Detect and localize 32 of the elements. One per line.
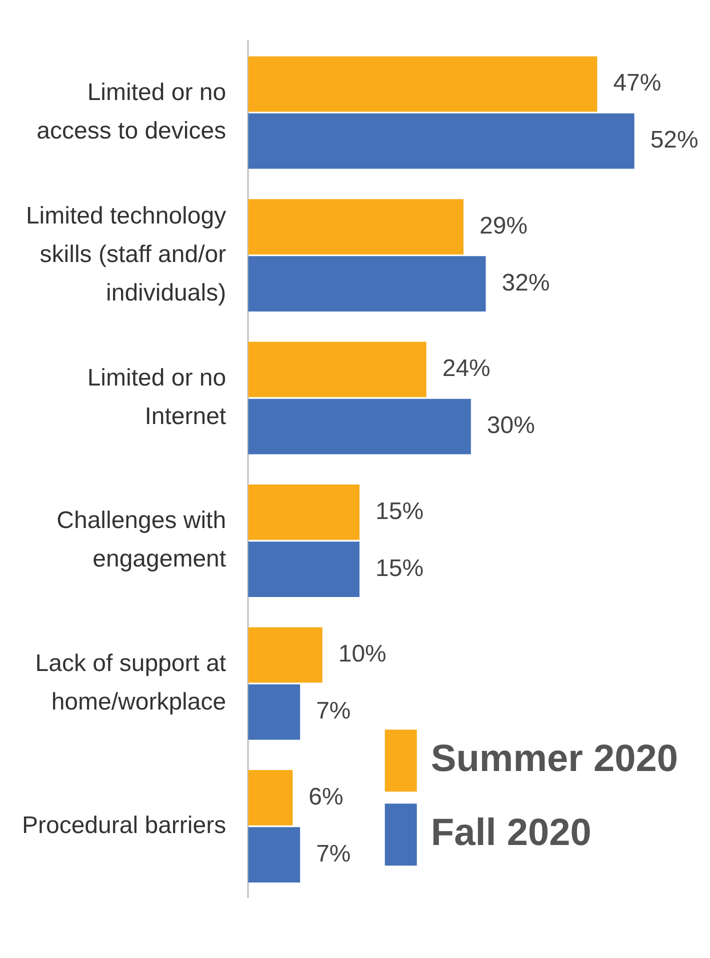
data-label: 15% bbox=[376, 554, 424, 582]
bar bbox=[248, 542, 360, 598]
bar bbox=[248, 398, 471, 454]
bar bbox=[248, 342, 426, 398]
bar bbox=[248, 484, 360, 540]
y-tick-label: Limited technology skills (staff and/or individuals) bbox=[26, 202, 226, 306]
bar bbox=[248, 256, 486, 312]
legend-label: Fall 2020 bbox=[430, 812, 592, 854]
data-label: 29% bbox=[479, 212, 528, 240]
y-tick-label: Limited or no access to devices bbox=[36, 78, 226, 144]
data-label: 52% bbox=[650, 126, 698, 154]
data-label: 6% bbox=[308, 783, 344, 810]
data-label: 10% bbox=[338, 640, 386, 668]
bar bbox=[248, 684, 300, 740]
data-label: 7% bbox=[316, 698, 351, 725]
bar bbox=[248, 56, 598, 112]
bar bbox=[248, 113, 634, 169]
y-tick-label: Lack of support at home/workplace bbox=[35, 650, 226, 716]
data-label: 15% bbox=[376, 498, 424, 525]
y-tick-label: Limited or no Internet bbox=[87, 364, 226, 430]
data-label: 47% bbox=[613, 70, 662, 97]
bar bbox=[248, 770, 293, 826]
data-label: 7% bbox=[316, 840, 351, 868]
legend-label: Summer 2020 bbox=[430, 738, 678, 780]
y-tick-label: Procedural barriers bbox=[22, 812, 226, 839]
data-label: 30% bbox=[486, 412, 535, 440]
bar bbox=[248, 199, 464, 254]
bar bbox=[248, 827, 300, 882]
bar bbox=[248, 627, 322, 683]
y-tick-label: Challenges with engagement bbox=[56, 507, 226, 573]
data-label: 32% bbox=[502, 269, 550, 296]
data-label: 24% bbox=[442, 355, 490, 382]
